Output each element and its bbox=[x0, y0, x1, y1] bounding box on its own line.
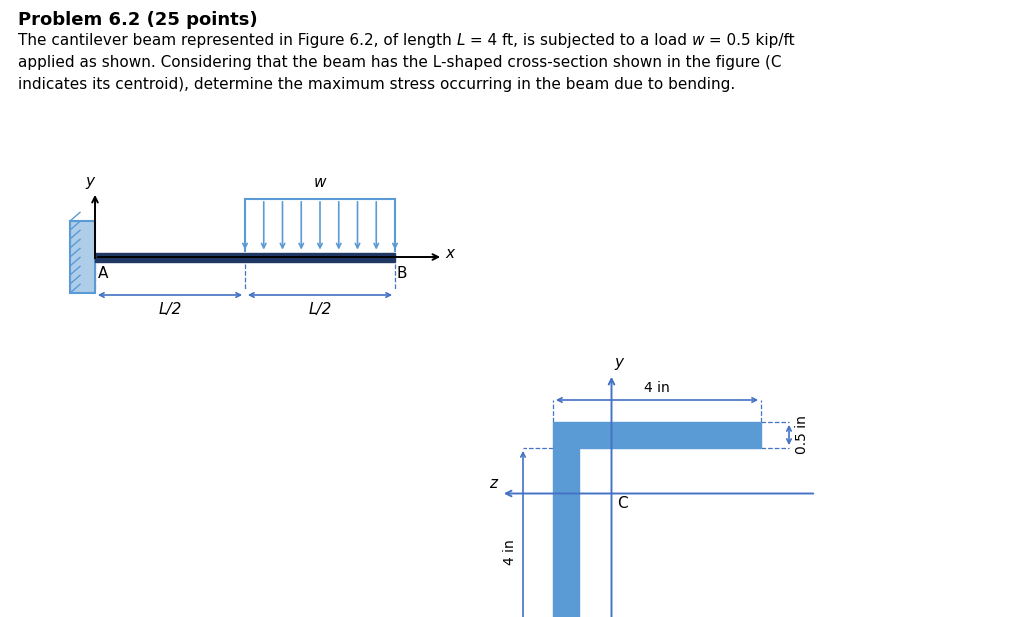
Text: z: z bbox=[489, 476, 497, 491]
Text: C: C bbox=[617, 497, 628, 511]
Text: L/2: L/2 bbox=[308, 302, 332, 317]
Text: A: A bbox=[98, 265, 109, 281]
Text: 4 in: 4 in bbox=[644, 381, 670, 395]
Text: applied as shown. Considering that the beam has the L-shaped cross-section shown: applied as shown. Considering that the b… bbox=[18, 55, 781, 70]
Text: = 0.5 kip/ft: = 0.5 kip/ft bbox=[705, 33, 795, 48]
Text: w: w bbox=[313, 175, 327, 190]
Bar bbox=[553, 422, 761, 448]
Text: L/2: L/2 bbox=[159, 302, 181, 317]
Text: 4 in: 4 in bbox=[503, 539, 517, 565]
Bar bbox=[95, 252, 395, 262]
Text: w: w bbox=[692, 33, 705, 48]
Text: L: L bbox=[457, 33, 465, 48]
Text: = 4 ft, is subjected to a load: = 4 ft, is subjected to a load bbox=[465, 33, 692, 48]
Text: The cantilever beam represented in Figure 6.2, of length: The cantilever beam represented in Figur… bbox=[18, 33, 457, 48]
Text: 0.5 in: 0.5 in bbox=[795, 416, 809, 455]
Text: y: y bbox=[85, 174, 94, 189]
Text: x: x bbox=[445, 247, 454, 262]
Text: y: y bbox=[614, 355, 624, 370]
Text: indicates its centroid), determine the maximum stress occurring in the beam due : indicates its centroid), determine the m… bbox=[18, 77, 735, 92]
Text: B: B bbox=[397, 265, 408, 281]
Text: Problem 6.2 (25 points): Problem 6.2 (25 points) bbox=[18, 11, 258, 29]
Bar bbox=[70, 221, 95, 293]
Bar bbox=[553, 448, 579, 617]
